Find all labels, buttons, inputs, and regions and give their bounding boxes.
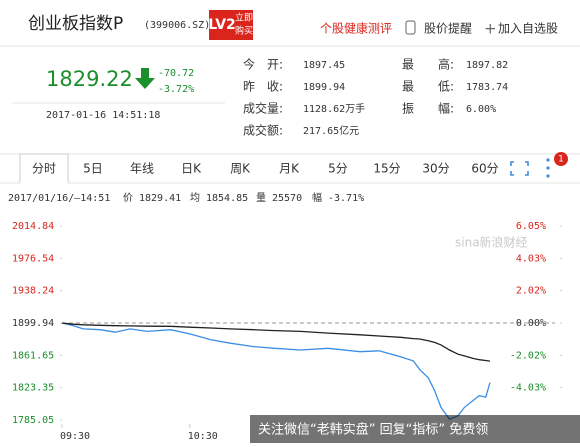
tab[interactable]: 日K — [181, 162, 202, 176]
y2-tick-label: -2.02% — [510, 350, 546, 361]
tab[interactable]: 分时 — [32, 162, 56, 176]
stat-label: 最 高: — [402, 57, 454, 72]
stat-value: 6.00% — [466, 104, 496, 115]
tab[interactable]: 月K — [279, 162, 300, 176]
y2-tick-label: 0.00% — [516, 318, 546, 329]
y2-tick-label: 4.03% — [516, 253, 546, 264]
chart: 2014.84 1976.54 1938.24 1899.94 1861.65 1823.… — [12, 221, 562, 442]
stat-value: 1899.94 — [303, 82, 345, 93]
stat-label: 今 开: — [243, 57, 283, 72]
lv2-text: LV2 — [208, 17, 236, 33]
lv2-action: 购买 — [235, 25, 253, 37]
stat-label: 成交额: — [243, 123, 283, 138]
info-pct: -3.71% — [328, 193, 364, 204]
sina-watermark: sina新浪财经 — [455, 235, 528, 250]
menu-dot — [546, 158, 550, 162]
tab[interactable]: 周K — [230, 162, 251, 176]
y-tick-label: 1861.65 — [12, 350, 54, 361]
index-code: (399006.SZ) — [144, 20, 210, 31]
series-line — [61, 322, 491, 362]
info-time: 2017/01/16/—14:51 — [8, 193, 110, 204]
notification-badge[interactable] — [554, 152, 568, 166]
info-price: 1829.41 — [139, 193, 181, 204]
series-line — [61, 322, 491, 420]
y2-tick-label: 6.05% — [516, 221, 546, 232]
active-tab-bg — [19, 153, 69, 184]
stat-value: 1128.62万手 — [303, 102, 365, 115]
stat-value: 1783.74 — [466, 82, 508, 93]
stat-value: 217.65亿元 — [303, 124, 359, 137]
lv2-badge[interactable] — [209, 10, 253, 40]
info-avg-label: 均 — [190, 192, 200, 204]
health-link[interactable]: 个股健康测评 — [320, 21, 392, 36]
y2-tick-label: -4.03% — [510, 383, 546, 394]
tab[interactable]: 5分 — [328, 162, 348, 176]
y-tick-label: 1976.54 — [12, 253, 54, 264]
info-pct-label: 幅 — [312, 191, 322, 204]
y2-tick-label: 2.02% — [516, 286, 546, 297]
stat-label: 成交量: — [243, 101, 283, 116]
lv2-action: 立即 — [235, 12, 253, 24]
stat-label: 最 低: — [402, 80, 454, 94]
y-tick-label: 1823.35 — [12, 383, 54, 394]
watermark: 关注微信“老韩实盘” 回复“指标” 免费领 — [258, 422, 488, 438]
tab[interactable]: 15分 — [373, 162, 400, 176]
fullscreen-icon[interactable] — [510, 161, 529, 176]
info-vol: 25570 — [272, 193, 302, 204]
stat-label: 昨 收: — [243, 80, 283, 94]
stat-value: 1897.82 — [466, 60, 508, 71]
change: -70.72 — [158, 68, 194, 79]
change-pct: -3.72% — [158, 84, 194, 95]
tab[interactable]: 30分 — [422, 162, 449, 176]
x-tick-label: 10:30 — [188, 431, 218, 442]
phone-icon — [405, 20, 416, 35]
tabs: 分时 5日 年线 日K 周K 月K 5分 15分 30分 60分 — [32, 162, 499, 176]
info-vol-label: 量 — [256, 192, 266, 204]
tab[interactable]: 年线 — [130, 162, 154, 176]
y-tick-label: 1785.05 — [12, 415, 54, 426]
menu-dot — [546, 174, 550, 178]
price: 1829.22 — [46, 67, 133, 91]
tab[interactable]: 5日 — [83, 162, 103, 176]
y-tick-label: 2014.84 — [12, 221, 54, 232]
alert-link[interactable]: 股价提醒 — [424, 21, 472, 36]
stat-value: 1897.45 — [303, 60, 345, 71]
notification-count: 1 — [558, 155, 564, 165]
down-arrow — [135, 68, 155, 89]
watchlist-link[interactable]: 加入自选股 — [498, 22, 558, 36]
x-tick-label: 09:30 — [60, 431, 90, 442]
info-avg: 1854.85 — [206, 193, 248, 204]
info-price-label: 价 — [123, 192, 133, 204]
stats: 今 开: 1897.45 最 高: 1897.82 昨 收: 1899.94 最 低: 178… — [243, 57, 508, 138]
info-line: 2017/01/16/—14:51 价 1829.41 均 1854.85 量 25570 幅… — [8, 191, 364, 204]
y-tick-label: 1938.24 — [12, 286, 54, 297]
stat-label: 振 幅: — [402, 101, 454, 116]
watermark-bg — [250, 415, 580, 443]
tab[interactable]: 60分 — [471, 162, 498, 176]
quote-time: 2017-01-16 14:51:18 — [46, 110, 160, 121]
index-title: 创业板指数P — [28, 14, 123, 34]
y-tick-label: 1899.94 — [12, 318, 54, 329]
plus-icon: + — [484, 20, 497, 38]
menu-dot — [546, 166, 550, 170]
